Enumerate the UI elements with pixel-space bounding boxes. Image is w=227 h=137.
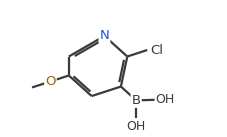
Text: N: N: [99, 29, 109, 42]
Text: OH: OH: [155, 93, 174, 106]
Text: O: O: [45, 75, 55, 88]
Text: Cl: Cl: [149, 44, 162, 57]
Text: OH: OH: [126, 120, 145, 133]
Text: B: B: [131, 94, 140, 107]
